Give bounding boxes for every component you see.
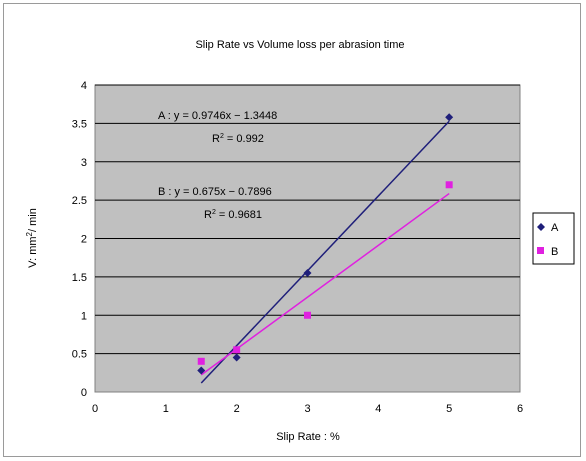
y-tick-label: 2 xyxy=(81,234,87,246)
y-tick-label: 3 xyxy=(81,157,87,169)
legend-marker-b xyxy=(537,247,544,254)
legend-box xyxy=(532,212,575,265)
y-tick-label: 1 xyxy=(81,310,87,322)
x-tick-label: 2 xyxy=(234,403,240,415)
data-point-a xyxy=(303,269,312,278)
tick-labels: 0 0.5 1 1.5 2 2.5 3 3.5 4 0 1 2 3 4 5 6 xyxy=(72,80,523,415)
trendline-b xyxy=(200,192,450,376)
data-point-b xyxy=(233,346,241,354)
y-axis-label-unit: / min xyxy=(27,208,39,232)
x-tick-label: 3 xyxy=(304,403,310,415)
legend-label-b: B xyxy=(551,246,558,258)
annotation-a-r2-post: = 0.992 xyxy=(224,133,264,145)
annotation-b-equation: B : y = 0.675x − 0.7896 xyxy=(158,186,272,198)
data-point-a xyxy=(232,353,241,362)
annotation-b-r2-sup: 2 xyxy=(212,209,216,216)
data-point-b xyxy=(445,181,453,189)
y-tick-label: 3.5 xyxy=(72,118,87,130)
y-tick-label: 2.5 xyxy=(72,195,87,207)
x-tick-label: 6 xyxy=(517,403,523,415)
x-tick-label: 4 xyxy=(375,403,381,415)
legend-label-a: A xyxy=(551,222,559,234)
y-axis-label: V: mm2/ min xyxy=(25,208,39,268)
data-points xyxy=(197,113,454,375)
x-tick-label: 5 xyxy=(446,403,452,415)
annotation-a-r2-sup: 2 xyxy=(220,133,224,140)
annotation-b-r2-post: = 0.9681 xyxy=(216,209,262,221)
y-tick-label: 0 xyxy=(81,387,87,399)
annotation-b-r2-pre: R xyxy=(204,209,212,221)
data-point-b xyxy=(197,357,205,365)
data-point-a xyxy=(445,113,454,122)
data-point-b xyxy=(304,311,311,319)
trendline-a xyxy=(200,120,450,384)
chart-title: Slip Rate vs Volume loss per abrasion ti… xyxy=(195,39,404,51)
y-tick-label: 4 xyxy=(81,80,87,92)
x-tick-label: 1 xyxy=(163,403,169,415)
y-axis-label-sup: 2 xyxy=(25,231,34,236)
annotation-a-equation: A : y = 0.9746x − 1.3448 xyxy=(158,110,277,122)
y-axis-label-main: V: mm xyxy=(27,236,39,267)
x-axis-label: Slip Rate : % xyxy=(276,431,340,443)
trendlines xyxy=(200,120,450,384)
annotation-a-r2: R2 = 0.992 xyxy=(212,133,264,145)
legend: A B xyxy=(532,212,575,265)
data-point-a xyxy=(197,366,206,375)
x-tick-label: 0 xyxy=(92,403,98,415)
legend-marker-a xyxy=(537,223,545,231)
annotation-a-r2-pre: R xyxy=(212,133,220,145)
annotation-b-r2: R2 = 0.9681 xyxy=(204,209,262,221)
y-tick-label: 1.5 xyxy=(72,272,87,284)
y-tick-label: 0.5 xyxy=(72,349,87,361)
